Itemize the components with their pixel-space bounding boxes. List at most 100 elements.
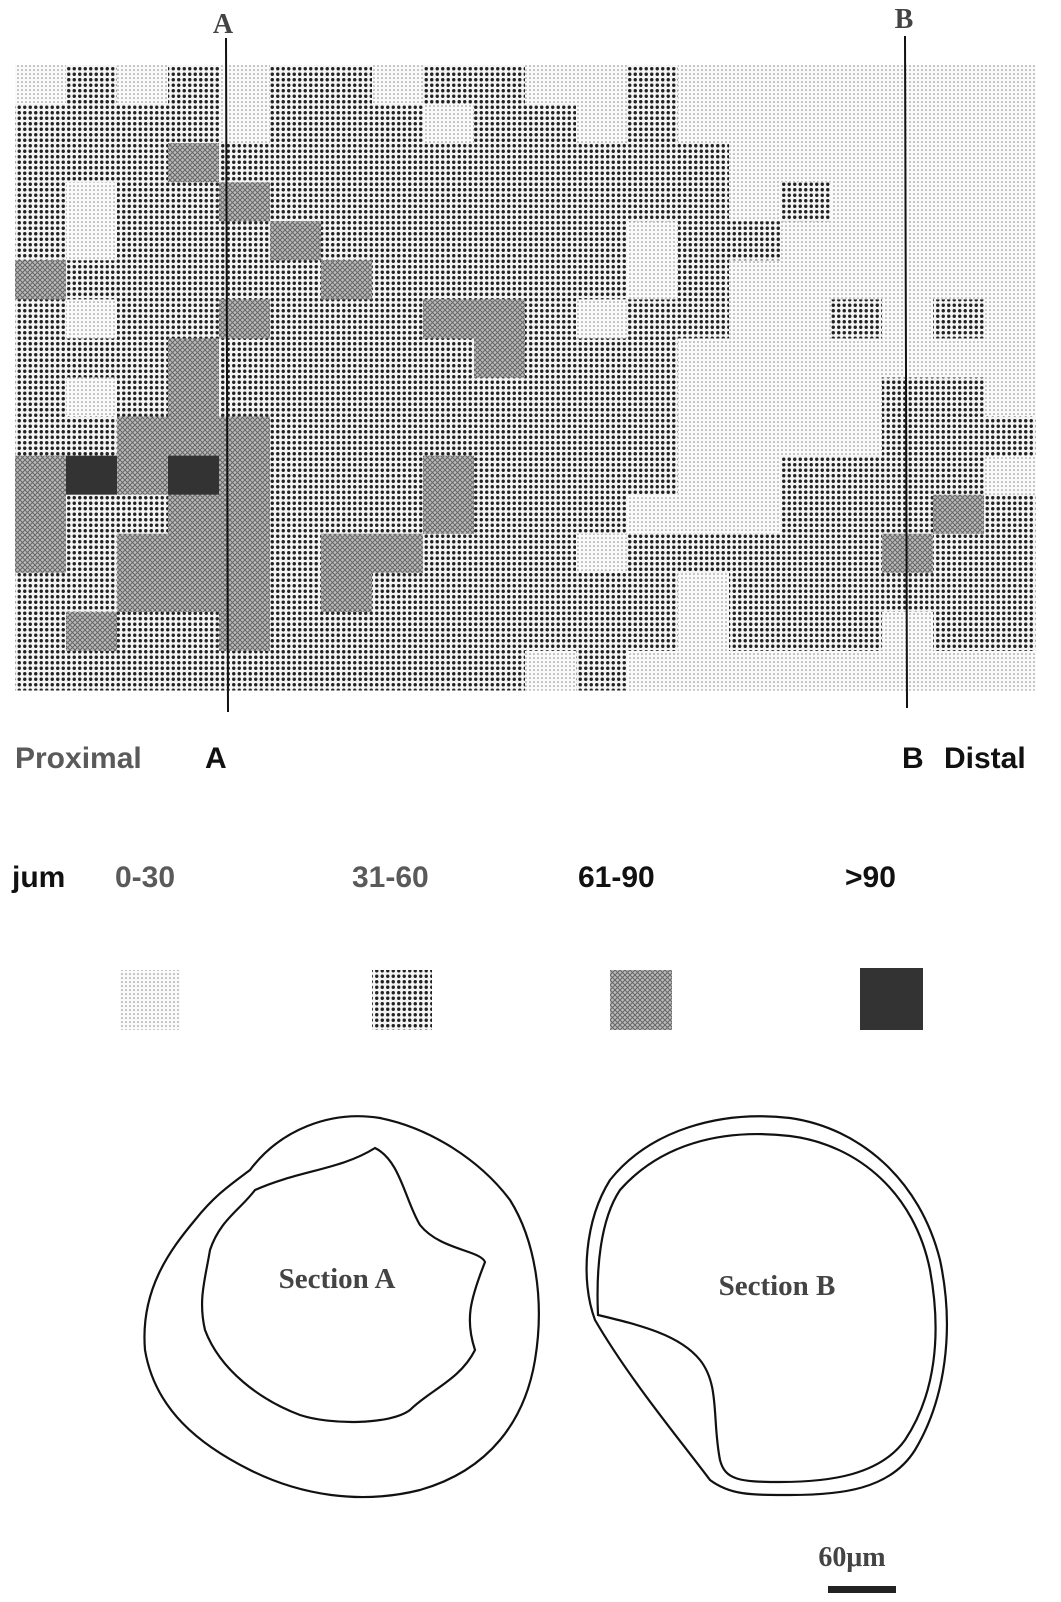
map-cell [831,495,883,535]
map-cell [474,182,526,222]
top-label: B [895,4,914,35]
map-cell [423,104,475,144]
map-cell [627,65,679,105]
map-cell [168,612,220,652]
axis-label: Distal [944,742,1026,775]
map-cell [576,573,628,613]
map-cell [576,534,628,574]
map-cell [831,573,883,613]
map-cell [270,182,322,222]
top-label: A [213,9,234,40]
map-cell [117,143,169,183]
map-cell [576,299,628,339]
map-cell [729,221,781,261]
map-cell [66,104,118,144]
legend-swatch [120,970,180,1030]
map-cell [525,104,577,144]
map-cell [321,417,373,457]
map-cell [780,495,832,535]
map-cell [729,495,781,535]
map-cell [15,260,67,300]
map-cell [168,534,220,574]
map-cell [882,182,934,222]
map-cell [882,573,934,613]
map-cell [117,417,169,457]
map-cell [933,573,985,613]
map-cell [678,182,730,222]
map-cell [15,182,67,222]
map-cell [576,338,628,378]
map-cell [780,534,832,574]
map-cell [678,612,730,652]
thickness-map [15,65,1036,691]
map-cell [780,417,832,457]
map-cell [678,221,730,261]
map-cell [678,104,730,144]
map-cell [117,378,169,418]
map-cell [474,299,526,339]
map-cell [984,417,1036,457]
map-cell [270,534,322,574]
map-cell [66,456,118,496]
map-cell [270,299,322,339]
section-label: Section B [719,1270,836,1302]
map-cell [780,260,832,300]
map-cell [576,143,628,183]
map-cell [984,338,1036,378]
section-label: Section A [279,1263,396,1295]
map-cell [729,104,781,144]
map-cell [678,417,730,457]
map-cell [525,573,577,613]
map-cell [984,651,1036,691]
map-cell [576,182,628,222]
map-cell [423,534,475,574]
map-cell [372,104,424,144]
map-cell [525,65,577,105]
map-cell [321,456,373,496]
map-cell [576,612,628,652]
map-cell [729,65,781,105]
map-cell [321,143,373,183]
map-cell [66,338,118,378]
map-cell [933,338,985,378]
map-cell [423,182,475,222]
map-cell [729,338,781,378]
map-cell [933,456,985,496]
map-cell [474,378,526,418]
map-cell [729,456,781,496]
map-cell [933,378,985,418]
map-cell [627,573,679,613]
map-cell [678,495,730,535]
map-cell [474,65,526,105]
map-cell [372,65,424,105]
map-cell [882,378,934,418]
map-cell [117,65,169,105]
map-cell [984,456,1036,496]
map-cell [423,65,475,105]
map-cell [933,612,985,652]
legend-swatch [610,970,672,1030]
map-cell [780,573,832,613]
map-cell [627,221,679,261]
map-cell [117,182,169,222]
section-a-outer [144,1116,538,1497]
map-cell [372,260,424,300]
map-cell [66,378,118,418]
legend-label: >90 [845,861,896,894]
map-cell [882,534,934,574]
map-cell [66,65,118,105]
section-b-inner [598,1134,936,1482]
scale-bar [828,1586,896,1593]
map-cell [117,495,169,535]
map-cell [831,104,883,144]
map-cell [831,456,883,496]
map-cell [780,182,832,222]
map-cell [678,456,730,496]
axis-label: B [902,742,924,775]
map-cell [933,651,985,691]
map-cell [627,612,679,652]
map-cell [270,456,322,496]
map-cell [984,260,1036,300]
map-cell [474,651,526,691]
map-cell [729,299,781,339]
